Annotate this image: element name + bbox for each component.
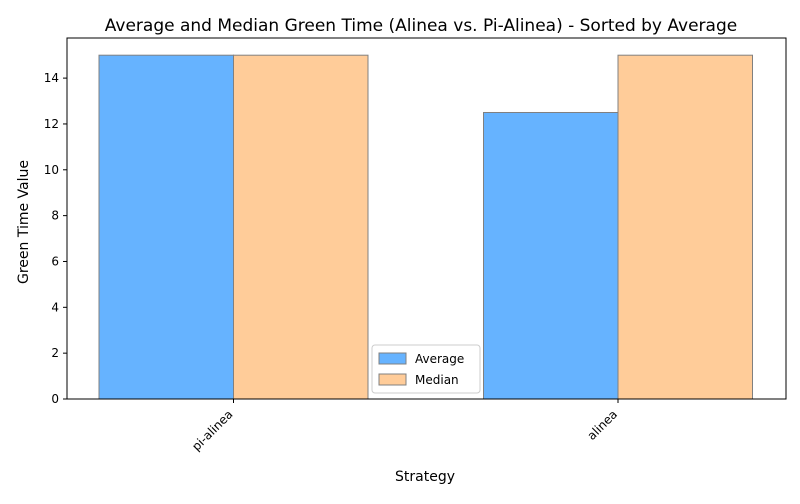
x-axis-label: Strategy: [395, 469, 455, 485]
legend-swatch-average: [378, 352, 407, 365]
y-axis-label: Green Time Value: [16, 160, 32, 284]
bar-median-alinea: [617, 54, 753, 400]
y-axis-ticks: 0 2 4 6 8 10 12 14: [44, 71, 67, 406]
y-tick-label: 6: [51, 254, 59, 268]
chart-title: Average and Median Green Time (Alinea vs…: [105, 16, 737, 36]
legend-label-average: Average: [415, 352, 464, 366]
bars-layer: [98, 54, 753, 400]
y-tick-label: 10: [44, 163, 59, 177]
bar-average-pi-alinea: [98, 54, 234, 400]
bar-median-pi-alinea: [233, 54, 369, 400]
y-tick-label: 14: [44, 71, 59, 85]
y-tick-label: 0: [51, 392, 59, 406]
y-tick-label: 8: [51, 209, 59, 223]
legend-swatch-median: [378, 373, 407, 386]
x-axis-ticks: pi-alinea alinea: [189, 399, 620, 454]
y-tick-label: 2: [51, 346, 59, 360]
y-tick-label: 12: [44, 117, 59, 131]
legend-label-median: Median: [415, 373, 459, 387]
x-tick-label: alinea: [585, 407, 621, 443]
x-tick-label: pi-alinea: [189, 407, 235, 453]
plot-frame: [66, 37, 787, 400]
legend: Average Median: [371, 344, 481, 394]
y-tick-label: 4: [51, 300, 59, 314]
bar-average-alinea: [483, 111, 619, 400]
